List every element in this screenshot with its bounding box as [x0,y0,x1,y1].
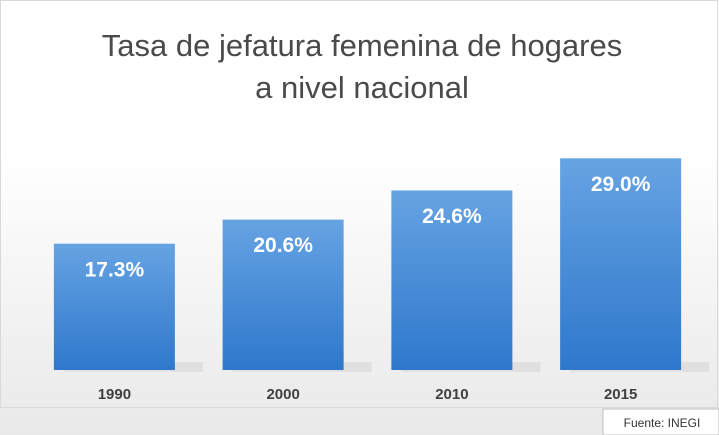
value-label: 20.6% [253,234,313,257]
value-label: 17.3% [85,258,145,281]
bar [391,190,513,370]
x-tick-label: 1990 [98,386,131,403]
chart-title: a nivel nacional [255,70,469,105]
x-tick-label: 2000 [266,386,299,403]
x-tick-label: 2010 [435,386,468,403]
bar [560,158,682,370]
x-tick-label: 2015 [604,386,637,403]
frame [0,0,718,408]
bar [53,243,175,370]
source: Fuente: INEGI [624,416,701,430]
value-label: 29.0% [591,173,651,196]
bar [222,219,344,370]
source-box [602,408,719,435]
chart-title: Tasa de jefatura femenina de hogares [102,28,622,63]
value-label: 24.6% [422,205,482,228]
